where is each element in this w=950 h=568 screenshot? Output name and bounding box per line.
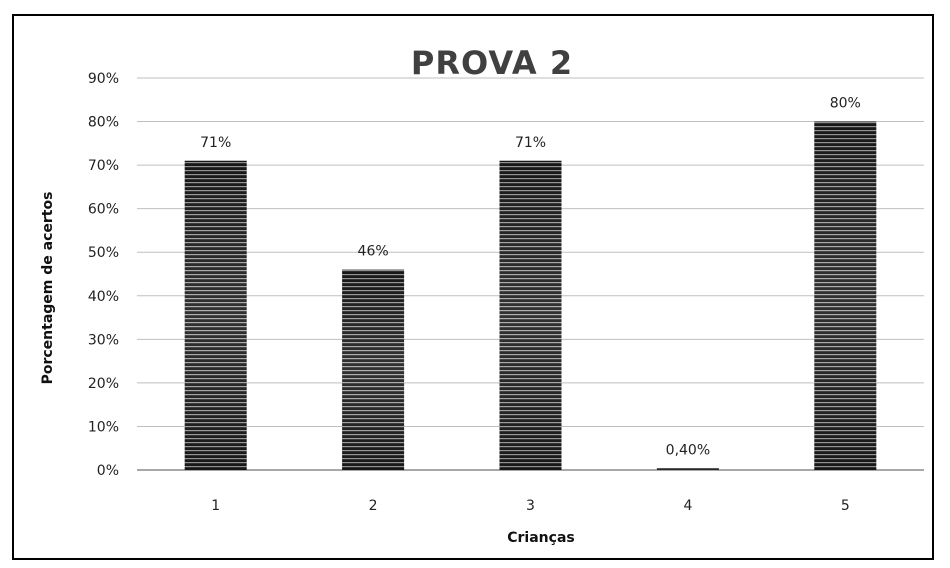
y-tick-label: 70% [88,158,119,174]
y-tick-label: 30% [88,332,119,348]
bar-shading-5 [814,121,877,471]
x-tick-label-5: 5 [841,498,850,514]
data-label-4: 0,40% [666,442,710,458]
bar-shading-2 [342,269,405,470]
x-axis-title: Crianças [507,530,574,546]
x-tick-labels: 1 2 3 4 5 [211,498,850,514]
data-label-1: 71% [200,135,231,151]
y-axis-title: Porcentagem de acertos [40,192,56,385]
y-tick-labels: 0% 10% 20% 30% 40% 50% 60% 70% 80% 90% [88,71,119,479]
bar-chart: 0% 10% 20% 30% 40% 50% 60% 70% 80% 90% 71% 46% 71% 0… [40,44,924,546]
bar-shading-1 [184,160,247,470]
y-tick-label: 90% [88,71,119,87]
bar-shading-4 [656,468,719,470]
y-tick-label: 80% [88,115,119,131]
x-tick-label-2: 2 [369,498,378,514]
bar-shading-3 [499,160,562,470]
x-tick-label-3: 3 [526,498,535,514]
y-tick-label: 50% [88,245,119,261]
x-tick-label-1: 1 [211,498,220,514]
chart-frame: 0% 10% 20% 30% 40% 50% 60% 70% 80% 90% 71% 46% 71% 0… [12,14,934,560]
chart-title: PROVA 2 [411,44,573,82]
data-label-5: 80% [830,96,861,112]
y-tick-label: 0% [97,463,119,479]
data-label-2: 46% [358,244,389,260]
bars [184,121,877,471]
data-labels: 71% 46% 71% 0,40% 80% [200,96,861,459]
x-tick-label-4: 4 [683,498,692,514]
y-tick-label: 20% [88,376,119,392]
y-tick-label: 10% [88,419,119,435]
y-tick-label: 40% [88,289,119,305]
data-label-3: 71% [515,135,546,151]
y-tick-label: 60% [88,202,119,218]
